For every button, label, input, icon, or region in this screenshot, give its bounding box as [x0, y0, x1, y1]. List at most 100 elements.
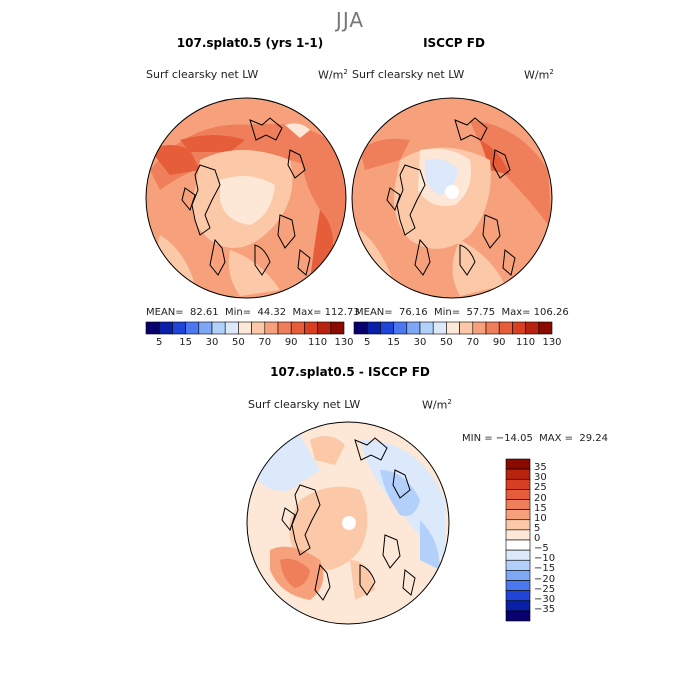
- colorbar-diff-tick-label: −15: [534, 563, 556, 575]
- colorbar1-swatch: [251, 321, 266, 335]
- colorbar-diff-swatch: [505, 549, 531, 561]
- diff-units-exp: 2: [447, 398, 452, 406]
- colorbar2-tick-label: 70: [466, 337, 480, 348]
- colorbar-diff-swatch: [505, 539, 531, 551]
- colorbar1-swatch: [264, 321, 279, 335]
- map2-outline: [351, 97, 553, 299]
- diff-stats: MIN = −14.05 MAX = 29.24: [462, 433, 609, 444]
- colorbar2-swatch: [459, 321, 474, 335]
- colorbar2-swatch: [380, 321, 394, 335]
- map2-contours: [352, 98, 552, 298]
- colorbar-diff-swatch: [505, 570, 531, 581]
- colorbar-diff-tick-label: 35: [534, 462, 547, 474]
- colorbar-diff-tick-label: −5: [534, 543, 549, 555]
- panel2-field-label: Surf clearsky net LW: [352, 68, 465, 81]
- colorbar-diff-tick-label: 15: [534, 502, 547, 514]
- colorbar2-tick-label: 110: [516, 337, 536, 348]
- colorbar2-tick-label: 30: [413, 337, 427, 348]
- colorbar-diff-tick-label: −25: [534, 583, 556, 595]
- panel1-units-exp: 2: [343, 68, 348, 76]
- diff-units: W/m2: [422, 398, 452, 412]
- colorbar1-swatch: [277, 321, 292, 335]
- colorbar2-swatch: [525, 321, 540, 335]
- panel2-title: ISCCP FD: [423, 36, 485, 50]
- map-diff: [246, 421, 450, 625]
- colorbar2-tick-label: 90: [492, 337, 506, 348]
- map-panel1: [145, 97, 347, 299]
- colorbar1-swatch: [145, 321, 160, 335]
- colorbar2-tick-label: 130: [542, 337, 562, 348]
- colorbar-diff-tick-label: 10: [534, 512, 547, 524]
- panel2-units: W/m2: [524, 68, 554, 82]
- diff-units-text: W/m: [422, 398, 448, 412]
- colorbar2-swatch: [419, 321, 434, 335]
- figure-title: JJA: [335, 8, 365, 32]
- colorbar-panel1: [145, 321, 345, 335]
- colorbar2-swatch: [446, 321, 460, 335]
- colorbar2-swatch: [498, 321, 513, 335]
- panel2-units-exp: 2: [549, 68, 554, 76]
- colorbar2-tick-label: 50: [440, 337, 453, 348]
- colorbar2-swatch: [512, 321, 526, 335]
- colorbar2-swatch: [432, 321, 447, 335]
- colorbar-diff-swatch: [505, 610, 531, 622]
- colorbar1-swatch: [224, 321, 239, 335]
- diff-title: 107.splat0.5 - ISCCP FD: [270, 365, 430, 379]
- colorbar-diff-swatch: [505, 468, 531, 480]
- map1-contours: [146, 98, 346, 298]
- colorbar2-swatch: [406, 321, 421, 335]
- colorbar2-swatch: [366, 321, 381, 335]
- panel1-field-label: Surf clearsky net LW: [146, 68, 259, 81]
- colorbar-diff-tick-label: 25: [534, 482, 547, 494]
- colorbar-diff-swatch: [505, 478, 531, 490]
- diff-field-label: Surf clearsky net LW: [248, 398, 361, 411]
- colorbar-diff-tick-label: −35: [534, 603, 556, 615]
- colorbar1-swatch: [172, 321, 186, 335]
- colorbar-diff-swatch: [505, 489, 531, 500]
- colorbar1-tick-label: 70: [258, 337, 272, 348]
- colorbar1-swatch: [158, 321, 173, 335]
- panel1-stats: MEAN= 82.61 Min= 44.32 Max= 112.73: [146, 307, 360, 318]
- colorbar1-tick-label: 110: [308, 337, 328, 348]
- panel1-units: W/m2: [318, 68, 348, 82]
- colorbar1-swatch: [211, 321, 226, 335]
- colorbar-diff-swatch: [505, 600, 531, 612]
- colorbar2-swatch: [485, 321, 500, 335]
- colorbar-diff-tick-label: 0: [534, 533, 541, 544]
- colorbar-diff-tick-label: 20: [534, 492, 547, 504]
- colorbar1-tick-label: 5: [156, 337, 163, 348]
- colorbar2-swatch: [353, 321, 368, 335]
- colorbar-diff-swatch: [505, 499, 531, 510]
- panel2-stats: MEAN= 76.16 Min= 57.75 Max= 106.26: [355, 307, 569, 318]
- colorbar1-tick-label: 30: [205, 337, 219, 348]
- colorbar-diff-tick-label: −20: [534, 573, 556, 585]
- colorbar-diff-swatch: [505, 590, 531, 602]
- colorbar1-swatch: [290, 321, 305, 335]
- colorbar2-tick-label: 5: [364, 337, 371, 348]
- colorbar-diff-swatch: [505, 519, 531, 531]
- map-panel2: [351, 97, 553, 299]
- colorbar1-swatch: [238, 321, 252, 335]
- colorbar-diff-swatch: [505, 509, 531, 521]
- colorbar1-tick-label: 90: [284, 337, 298, 348]
- colorbar1-swatch: [330, 321, 345, 335]
- map1-outline: [145, 97, 347, 299]
- colorbar-diff: [505, 458, 531, 622]
- diff-contours: [247, 422, 449, 624]
- panel1-units-text: W/m: [318, 68, 344, 82]
- colorbar-diff-tick-label: 5: [534, 522, 541, 534]
- colorbar-diff-tick-label: −30: [534, 593, 556, 605]
- diff-outline: [246, 421, 450, 625]
- colorbar1-swatch: [198, 321, 213, 335]
- colorbar2-swatch: [538, 321, 553, 335]
- colorbar-diff-swatch: [505, 580, 531, 591]
- colorbar-diff-swatch: [505, 458, 531, 470]
- colorbar-diff-swatch: [505, 559, 531, 571]
- colorbar-diff-tick-label: −10: [534, 553, 556, 565]
- colorbar2-tick-label: 15: [387, 337, 400, 348]
- colorbar2-swatch: [472, 321, 487, 335]
- panel1-title: 107.splat0.5 (yrs 1-1): [176, 36, 324, 50]
- colorbar2-swatch: [393, 321, 408, 335]
- colorbar1-tick-label: 15: [179, 337, 192, 348]
